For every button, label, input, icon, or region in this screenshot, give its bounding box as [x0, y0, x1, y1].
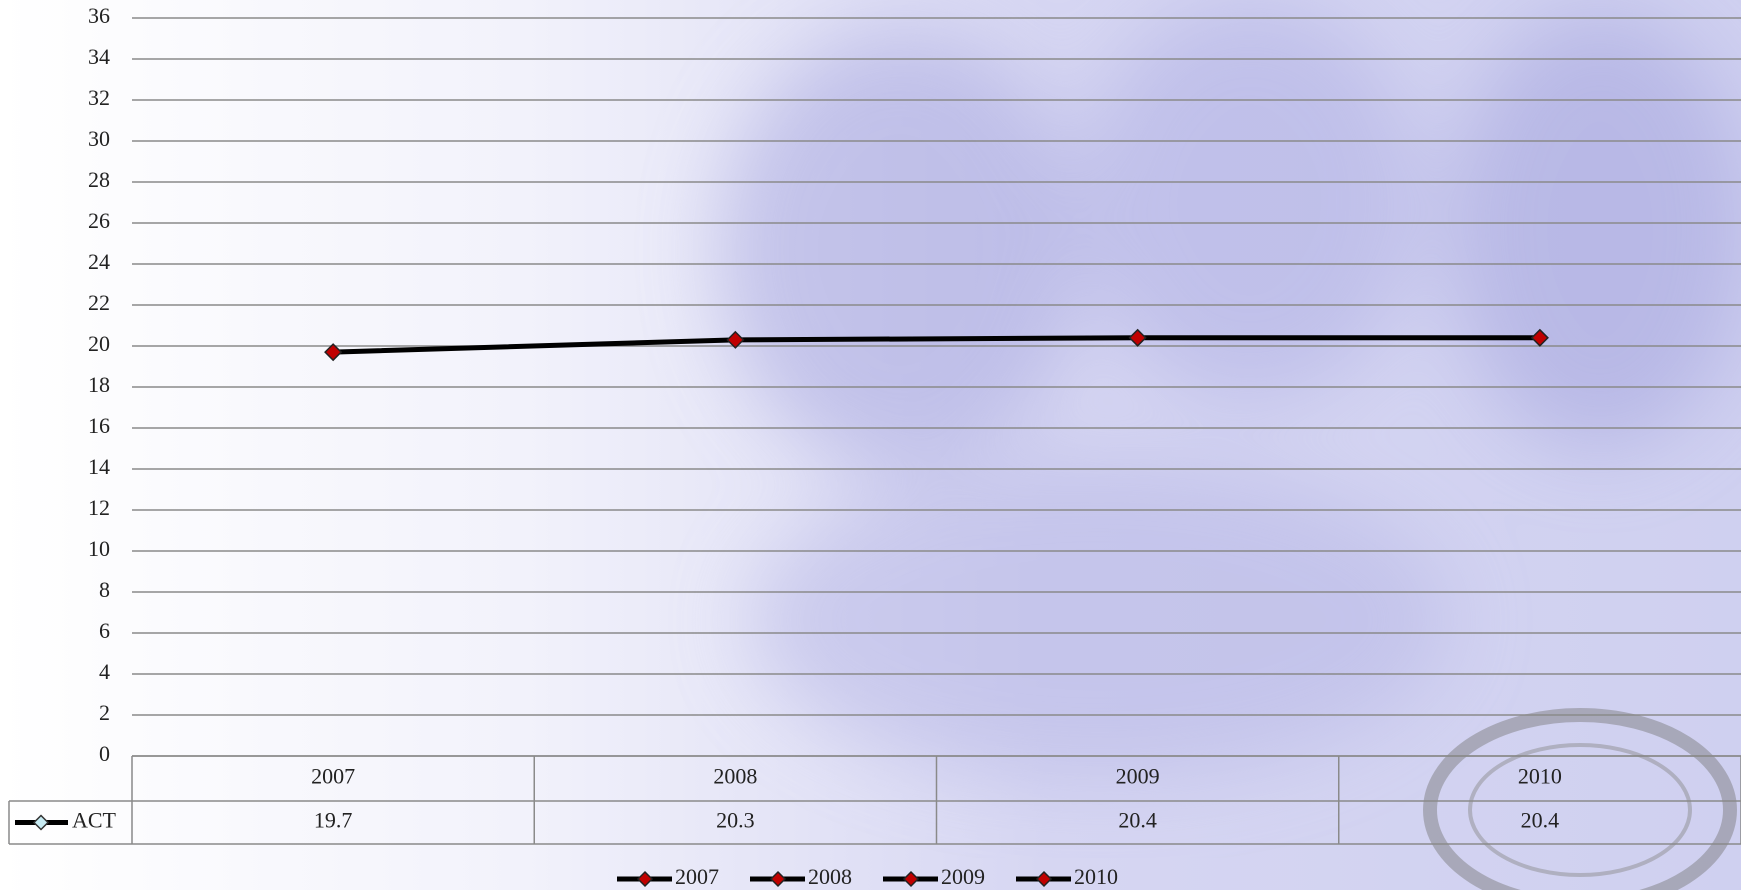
legend-key-marker [32, 814, 50, 831]
y-tick-label: 32 [88, 85, 110, 110]
y-tick-label: 12 [88, 495, 110, 520]
marker [1530, 328, 1549, 347]
y-tick-label: 22 [88, 290, 110, 315]
table-value: 20.3 [716, 808, 755, 833]
y-tick-label: 36 [88, 3, 110, 28]
x-tick-label: 2007 [311, 764, 355, 789]
y-tick-label: 4 [99, 659, 110, 684]
legend-key-marker [902, 870, 920, 888]
x-tick-label: 2009 [1116, 764, 1160, 789]
y-tick-label: 34 [88, 44, 110, 69]
y-tick-label: 0 [99, 741, 110, 766]
marker [1128, 328, 1147, 347]
y-tick-label: 14 [88, 454, 110, 479]
x-tick-label: 2010 [1518, 764, 1562, 789]
legend-label: 2008 [808, 864, 852, 889]
y-tick-label: 28 [88, 167, 110, 192]
y-tick-label: 16 [88, 413, 110, 438]
marker [726, 330, 745, 349]
legend-label: 2009 [941, 864, 985, 889]
legend-label: 2010 [1074, 864, 1118, 889]
y-tick-label: 6 [99, 618, 110, 643]
legend-label: 2007 [675, 864, 719, 889]
y-tick-label: 30 [88, 126, 110, 151]
table-value: 20.4 [1521, 808, 1560, 833]
series-line [333, 335, 1540, 355]
y-tick-label: 18 [88, 372, 110, 397]
marker [324, 343, 343, 362]
legend-key-marker [636, 870, 654, 888]
table-value: 19.7 [314, 808, 353, 833]
y-tick-label: 8 [99, 577, 110, 602]
legend-label: ACT [72, 808, 117, 833]
legend-key-marker [769, 870, 787, 888]
legend-key-marker [1035, 870, 1053, 888]
y-tick-label: 10 [88, 536, 110, 561]
y-tick-label: 24 [88, 249, 110, 274]
y-tick-label: 20 [88, 331, 110, 356]
y-tick-label: 26 [88, 208, 110, 233]
table-value: 20.4 [1118, 808, 1157, 833]
y-tick-label: 2 [99, 700, 110, 725]
x-tick-label: 2008 [713, 764, 757, 789]
